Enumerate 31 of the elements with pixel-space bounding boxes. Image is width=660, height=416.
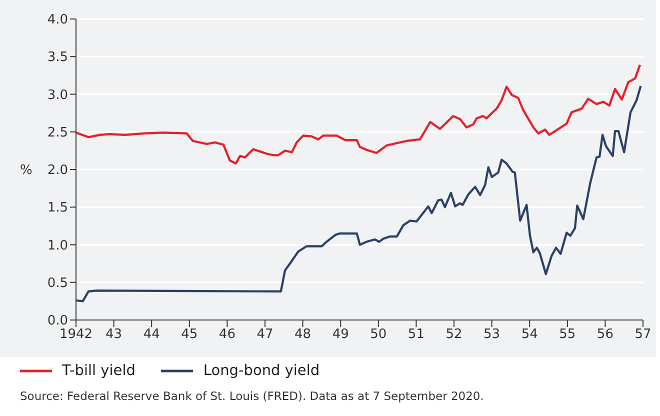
x-tick-label: 49 xyxy=(332,327,349,342)
source-note: Source: Federal Reserve Bank of St. Louis (FRED). Data as at 7 September 2020. xyxy=(19,389,485,403)
legend-label: T-bill yield xyxy=(62,363,136,379)
x-tick-label: 56 xyxy=(596,327,614,342)
x-tick-label: 43 xyxy=(106,327,122,342)
x-tick-label: 47 xyxy=(256,327,274,342)
line-series xyxy=(76,84,642,302)
x-tick-label: 48 xyxy=(294,327,312,342)
y-tick-label: 3.0 xyxy=(47,88,68,103)
x-tick-label: 50 xyxy=(370,327,387,342)
x-tick-label: 53 xyxy=(484,327,500,342)
y-tick-label: 1.5 xyxy=(47,200,68,216)
x-tick-label: 52 xyxy=(446,327,462,342)
x-tick-label: 57 xyxy=(634,327,652,342)
x-tick-label: 46 xyxy=(218,327,236,342)
y-tick-label: 2.5 xyxy=(47,125,68,140)
y-axis-title: % xyxy=(20,163,32,178)
x-tick-label: 54 xyxy=(521,327,538,342)
x-tick-label: 1942 xyxy=(59,327,93,342)
legend-label: Long-bond yield xyxy=(203,363,320,379)
y-tick-label: 0.0 xyxy=(47,314,68,329)
y-tick-label: 2.0 xyxy=(47,163,68,178)
y-tick-label: 3.5 xyxy=(47,50,68,66)
x-tick-label: 51 xyxy=(408,327,424,342)
y-tick-label: 4.0 xyxy=(47,12,68,28)
y-tick-label: 0.5 xyxy=(47,276,68,291)
x-tick-label: 55 xyxy=(559,327,576,342)
line-series xyxy=(76,64,642,165)
y-tick-label: 1.0 xyxy=(47,238,68,254)
x-tick-label: 44 xyxy=(143,327,160,342)
x-tick-label: 45 xyxy=(181,327,198,342)
